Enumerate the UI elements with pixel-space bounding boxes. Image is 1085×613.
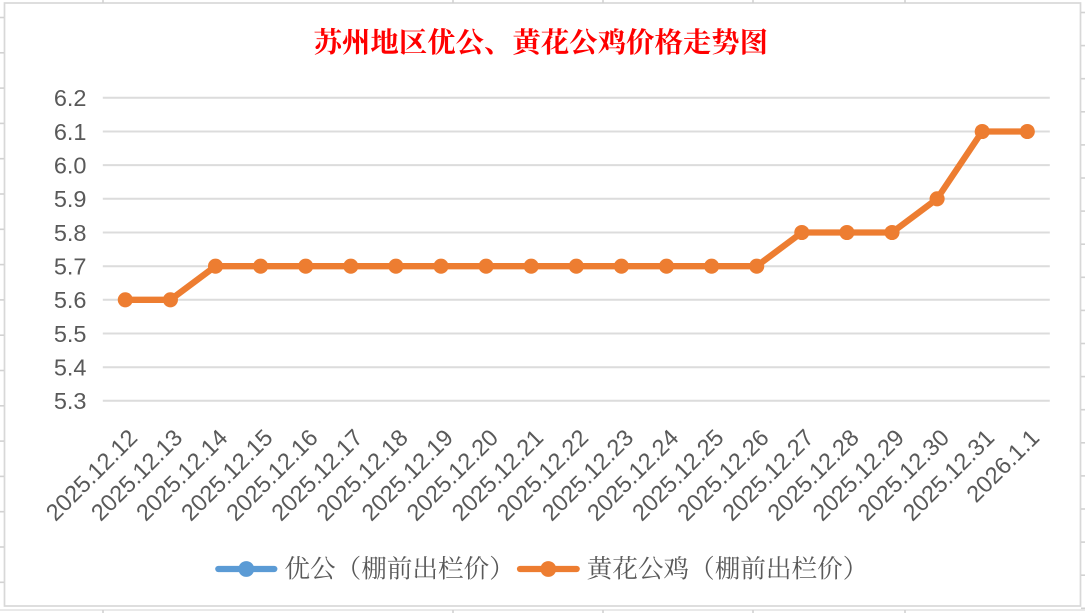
svg-text:5.8: 5.8: [54, 220, 87, 246]
svg-text:5.7: 5.7: [54, 254, 87, 280]
svg-text:6.1: 6.1: [54, 119, 87, 145]
svg-text:6.2: 6.2: [54, 85, 87, 111]
svg-text:5.9: 5.9: [54, 186, 87, 212]
svg-text:5.3: 5.3: [54, 388, 87, 414]
svg-text:5.5: 5.5: [54, 321, 87, 347]
svg-text:5.6: 5.6: [54, 287, 87, 313]
svg-text:5.4: 5.4: [54, 355, 87, 381]
svg-text:6.0: 6.0: [54, 152, 87, 178]
